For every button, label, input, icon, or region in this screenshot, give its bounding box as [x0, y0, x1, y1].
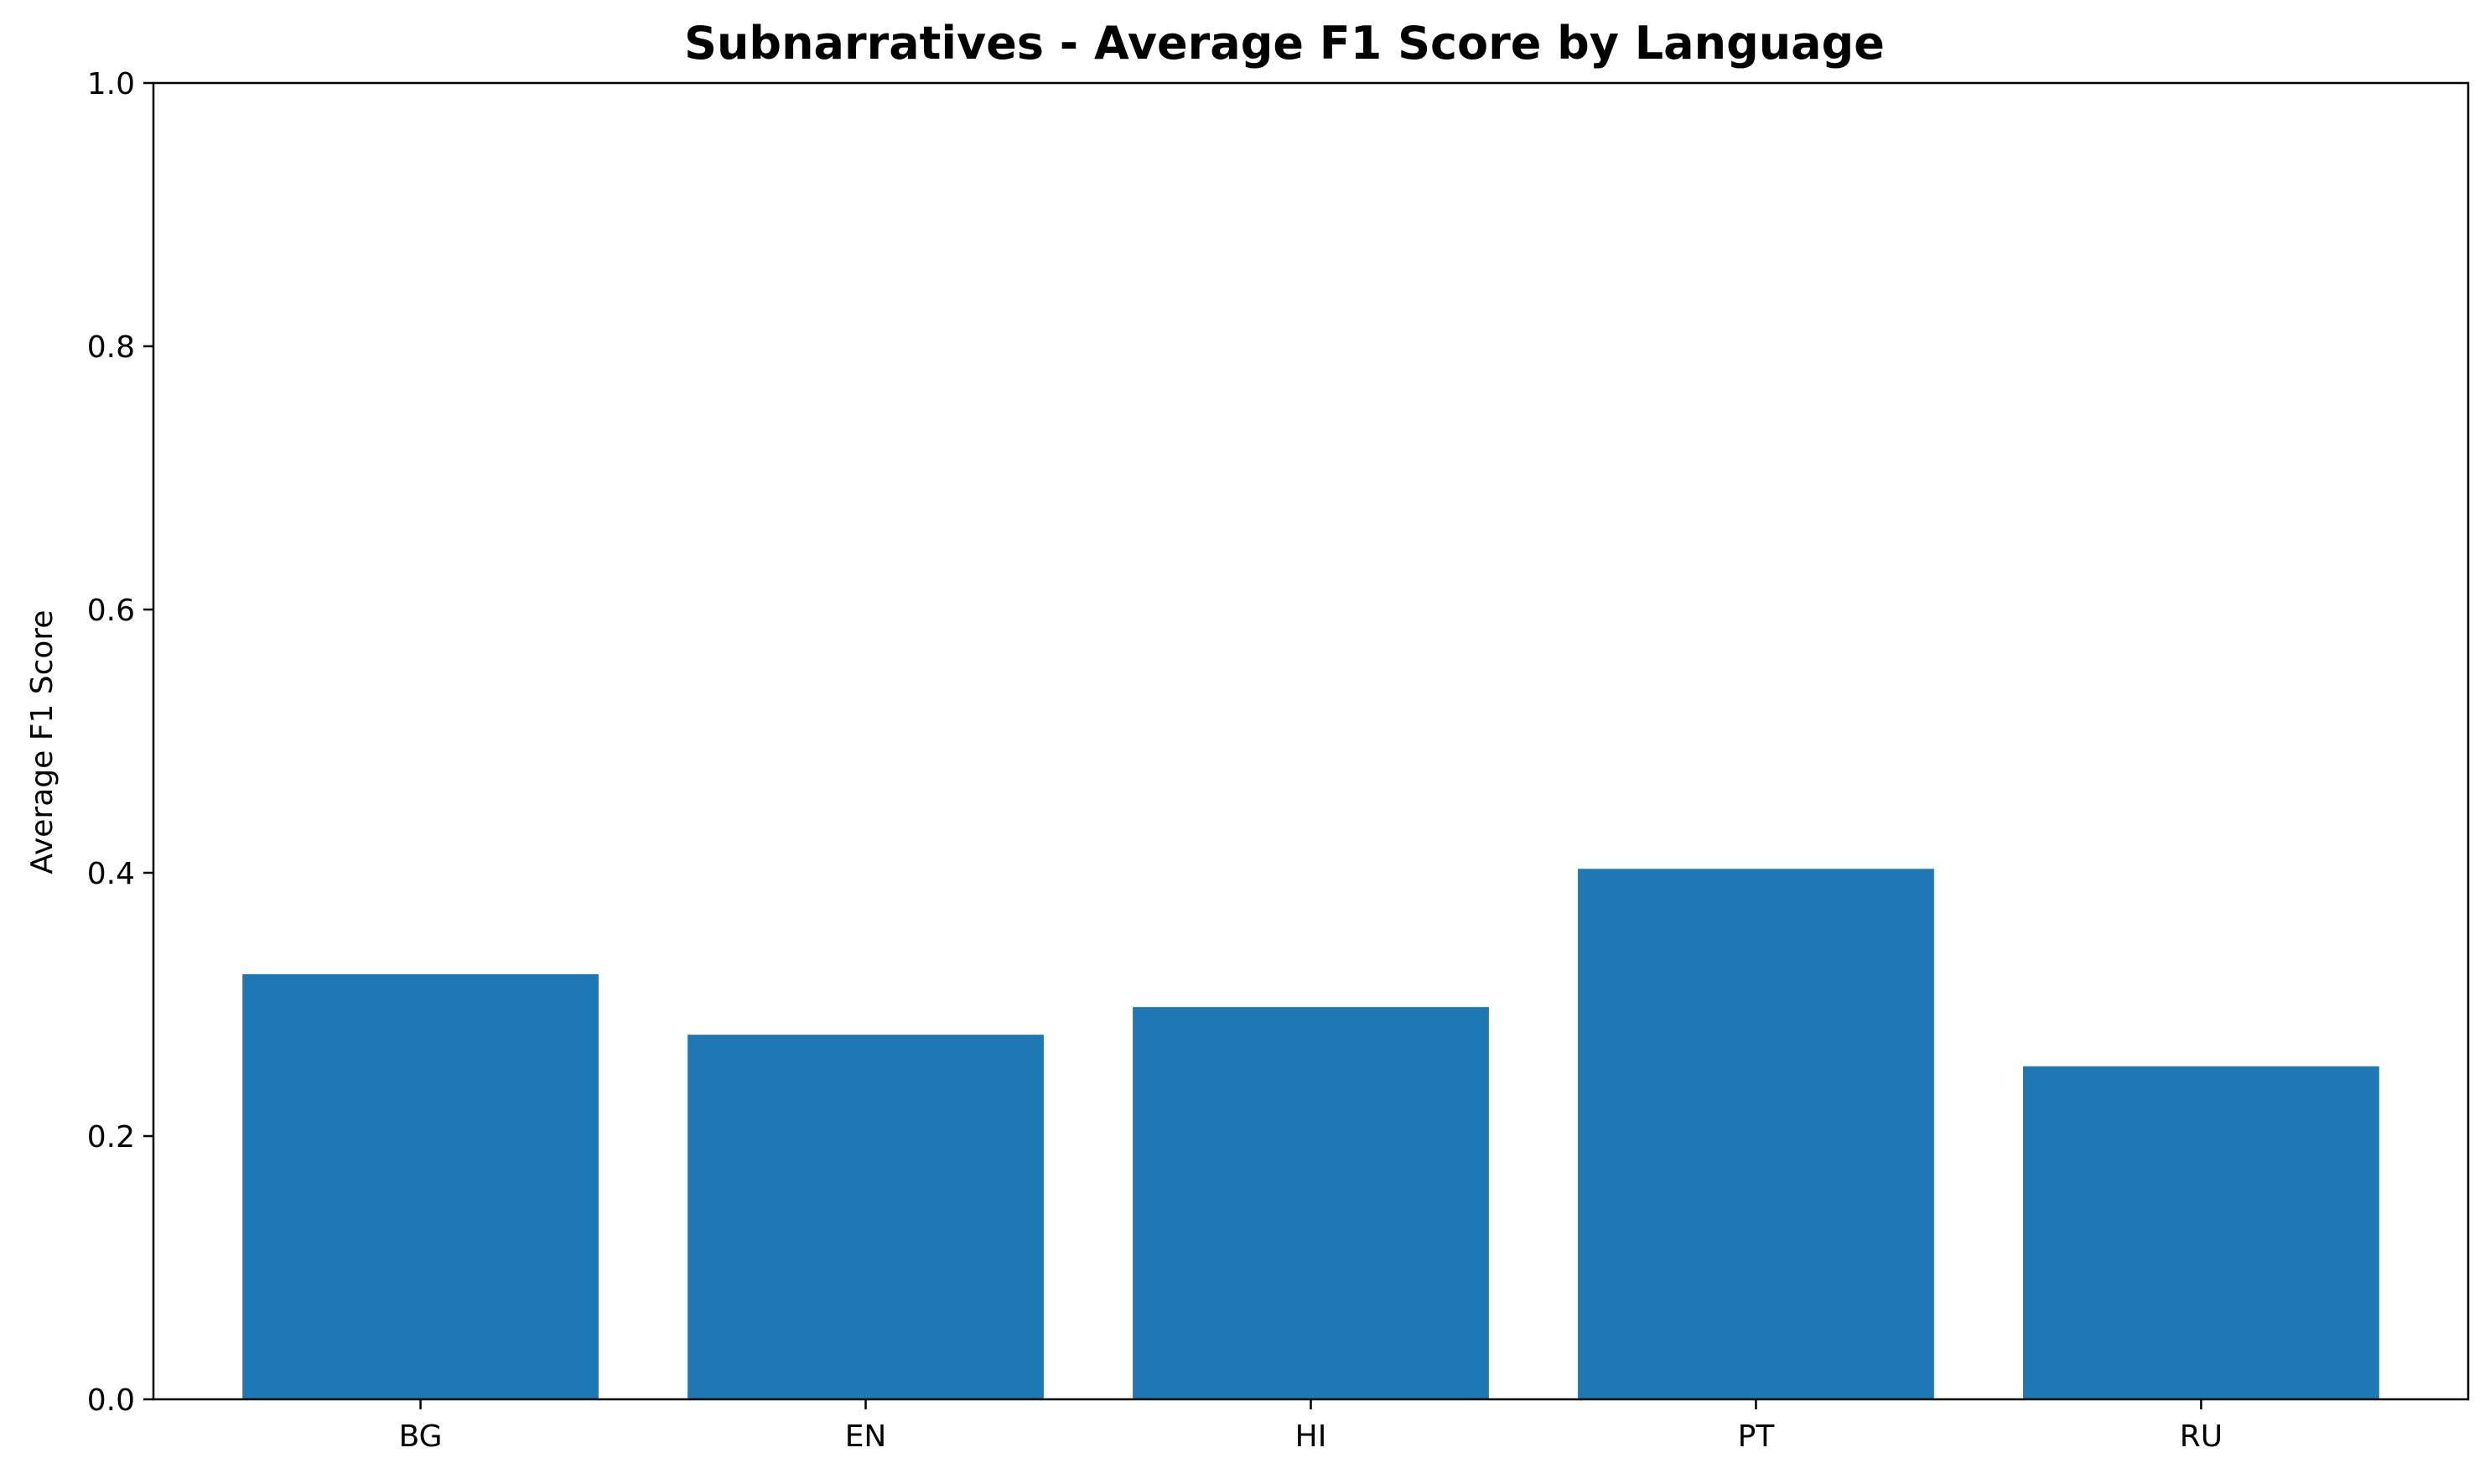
x-tick-label-en: EN — [845, 1419, 887, 1454]
y-tick-label: 0.6 — [87, 594, 135, 628]
y-tick-label: 1.0 — [87, 67, 135, 101]
bar-en — [687, 1035, 1044, 1399]
x-tick-label-hi: HI — [1295, 1419, 1327, 1454]
chart-title: Subnarratives - Average F1 Score by Lang… — [684, 17, 1885, 70]
bar-bg — [242, 973, 599, 1399]
plot-frame — [152, 81, 2470, 1401]
y-tick-label: 0.4 — [87, 857, 135, 891]
bar-hi — [1133, 1007, 1489, 1399]
y-ticks-group: 0.0 0.2 0.4 0.6 0.8 1.0 — [87, 67, 153, 1418]
x-tick-label-ru: RU — [2180, 1419, 2223, 1454]
bar-ru — [2023, 1066, 2379, 1399]
x-tick-label-bg: BG — [399, 1419, 443, 1454]
y-tick-label: 0.8 — [87, 330, 135, 365]
bar-pt — [1578, 869, 1934, 1399]
y-axis-label: Average F1 Score — [25, 610, 60, 874]
x-ticks-group: BG EN HI PT RU — [399, 1399, 2223, 1454]
x-tick-label-pt: PT — [1738, 1419, 1776, 1454]
y-tick-label: 0.2 — [87, 1120, 135, 1155]
bars-group — [242, 869, 2379, 1399]
y-tick-label: 0.0 — [87, 1383, 135, 1418]
